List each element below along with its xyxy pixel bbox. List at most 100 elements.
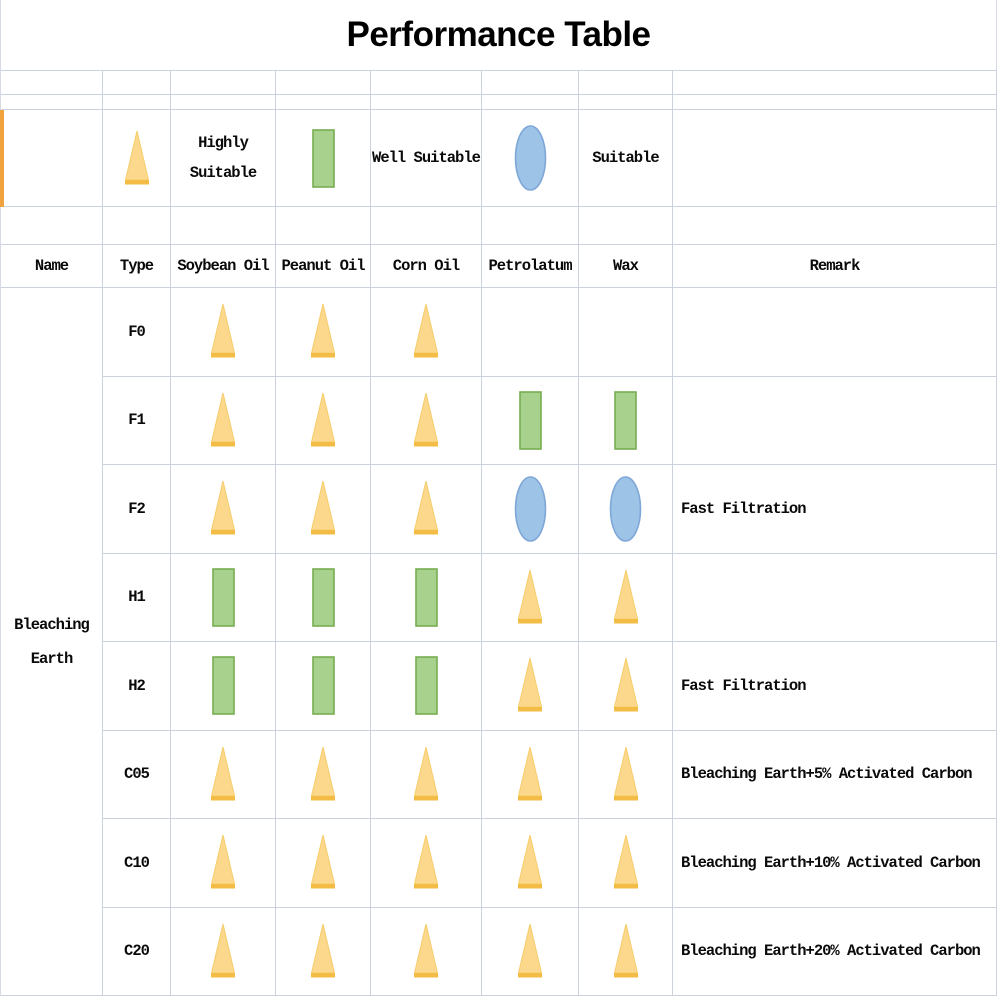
remark-cell: Bleaching Earth+5% Activated Carbon — [673, 730, 997, 819]
empty-cell — [103, 207, 171, 245]
triangle-icon — [613, 658, 638, 712]
table-body: F0 F1 F2 Fast Filtration H1 H2 Fast Filtration… — [103, 288, 997, 996]
square-icon — [311, 567, 335, 627]
symbol-cell-corn — [371, 642, 482, 731]
symbol-cell-peanut — [276, 553, 371, 642]
empty-cell — [371, 71, 482, 95]
empty-cell — [579, 207, 673, 245]
symbol-cell-soybean — [171, 376, 276, 465]
symbol-cell-wax — [579, 819, 673, 908]
triangle-icon — [517, 658, 543, 712]
title-row: Performance Table — [1, 0, 997, 71]
empty-cell — [673, 71, 997, 95]
symbol-cell-petrolatum — [482, 642, 579, 731]
circle-icon — [514, 475, 546, 542]
triangle-icon — [517, 569, 543, 624]
legend-symbol-suitable — [482, 110, 579, 207]
square-icon — [414, 656, 438, 716]
triangle-icon — [310, 746, 336, 801]
legend-label-suitable: Suitable — [579, 110, 673, 207]
page-title: Performance Table — [1, 0, 997, 71]
square-icon — [518, 390, 542, 450]
symbol-cell-peanut — [276, 376, 371, 465]
empty-cell — [371, 207, 482, 245]
triangle-icon — [517, 923, 543, 978]
triangle-icon — [210, 923, 236, 978]
triangle-icon — [310, 392, 336, 447]
empty-cell — [171, 71, 276, 95]
empty-cell — [482, 95, 579, 110]
header-wax: Wax — [579, 245, 673, 288]
triangle-icon — [210, 481, 236, 535]
table-row-C05: C05 Bleaching Earth+5% Activated Carbon — [103, 730, 997, 819]
empty-cell — [1, 207, 103, 245]
symbol-cell-wax — [579, 907, 673, 996]
header-remark: Remark — [673, 245, 997, 288]
legend-row: Highly Suitable Well Suitable Suitable — [1, 110, 997, 207]
triangle-icon — [413, 304, 439, 358]
symbol-cell-soybean — [171, 907, 276, 996]
empty-cell — [103, 71, 171, 95]
type-cell: C05 — [103, 730, 171, 819]
symbol-cell-wax — [579, 465, 673, 554]
triangle-icon — [517, 835, 543, 889]
legend-symbol-well-suitable — [276, 110, 371, 207]
header-name: Name — [1, 245, 103, 288]
symbol-cell-wax — [579, 642, 673, 731]
legend-empty-cell — [1, 110, 103, 207]
symbol-cell-petrolatum — [482, 465, 579, 554]
symbol-cell-soybean — [171, 465, 276, 554]
remark-cell — [673, 553, 997, 642]
square-icon — [211, 567, 235, 627]
empty-cell — [276, 207, 371, 245]
triangle-icon — [210, 746, 236, 801]
symbol-cell-petrolatum — [482, 288, 579, 377]
triangle-icon — [310, 835, 336, 889]
triangle-icon — [517, 746, 543, 801]
remark-cell — [673, 288, 997, 377]
type-cell: F0 — [103, 288, 171, 377]
triangle-icon — [413, 923, 439, 978]
triangle-icon — [413, 481, 439, 535]
empty-cell — [276, 95, 371, 110]
empty-cell — [482, 71, 579, 95]
remark-cell: Fast Filtration — [673, 465, 997, 554]
spacer-row — [1, 207, 997, 245]
empty-cell — [1, 95, 103, 110]
symbol-cell-peanut — [276, 819, 371, 908]
table-row-C20: C20 Bleaching Earth+20% Activated Carbon — [103, 907, 997, 996]
triangle-icon — [310, 304, 336, 358]
remark-cell — [673, 376, 997, 465]
table-row-F1: F1 — [103, 376, 997, 465]
triangle-icon — [210, 304, 236, 358]
header-soybean-oil: Soybean Oil — [171, 245, 276, 288]
square-icon — [311, 656, 335, 716]
empty-cell — [579, 95, 673, 110]
symbol-cell-petrolatum — [482, 730, 579, 819]
symbol-cell-peanut — [276, 907, 371, 996]
empty-cell — [673, 207, 997, 245]
symbol-cell-wax — [579, 730, 673, 819]
symbol-cell-wax — [579, 288, 673, 377]
legend-label-well-suitable: Well Suitable — [371, 110, 482, 207]
symbol-cell-peanut — [276, 288, 371, 377]
circle-icon — [514, 125, 546, 191]
table-row-H2: H2 Fast Filtration — [103, 642, 997, 731]
header-corn-oil: Corn Oil — [371, 245, 482, 288]
triangle-icon — [310, 481, 336, 535]
empty-cell — [673, 95, 997, 110]
table-row-H1: H1 — [103, 553, 997, 642]
symbol-cell-corn — [371, 465, 482, 554]
symbol-cell-peanut — [276, 642, 371, 731]
header-row: Name Type Soybean Oil Peanut Oil Corn Oi… — [1, 245, 997, 288]
triangle-icon — [413, 746, 439, 801]
triangle-icon — [613, 923, 638, 978]
symbol-cell-corn — [371, 907, 482, 996]
empty-cell — [171, 95, 276, 110]
symbol-cell-petrolatum — [482, 553, 579, 642]
type-cell: C10 — [103, 819, 171, 908]
legend-label-highly-suitable: Highly Suitable — [171, 110, 276, 207]
circle-icon — [609, 475, 642, 542]
legend-symbol-highly-suitable — [103, 110, 171, 207]
symbol-cell-soybean — [171, 288, 276, 377]
